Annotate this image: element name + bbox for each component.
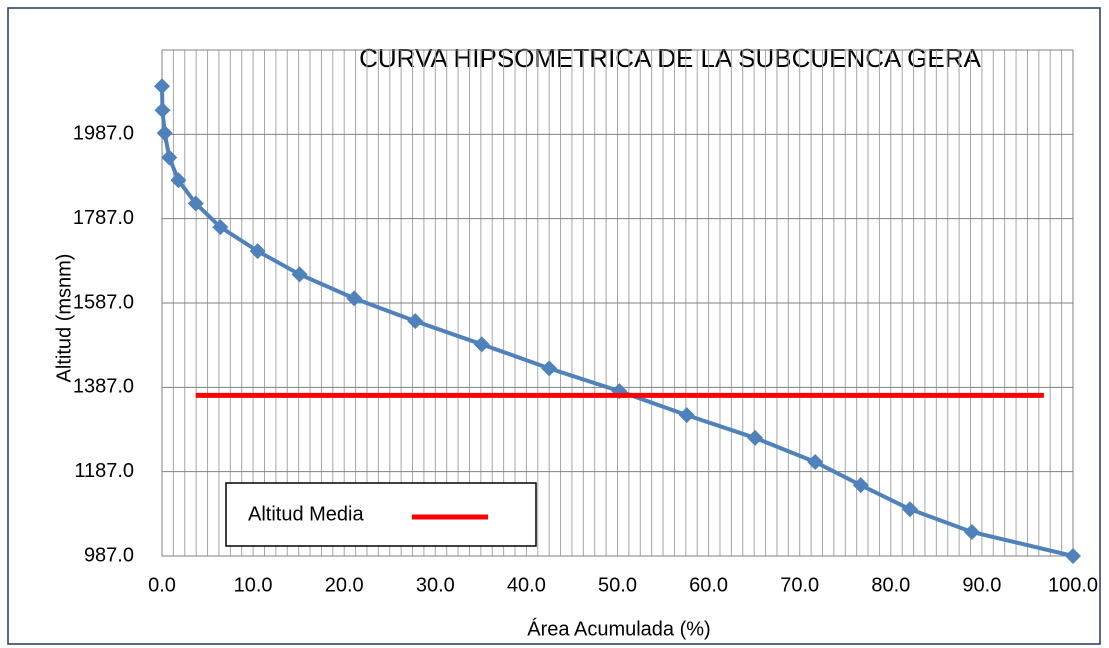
- point-marker: [249, 243, 266, 260]
- x-tick-label: 40.0: [507, 574, 546, 596]
- x-tick-label: 50.0: [598, 574, 637, 596]
- y-tick-label: 1187.0: [74, 460, 134, 482]
- point-marker: [346, 290, 363, 307]
- x-tick-label: 20.0: [325, 574, 364, 596]
- x-tick-label: 90.0: [962, 574, 1001, 596]
- x-tick-label: 10.0: [234, 574, 273, 596]
- x-tick-label: 30.0: [416, 574, 455, 596]
- y-tick-label: 1387.0: [73, 376, 134, 398]
- point-marker: [473, 336, 490, 353]
- point-marker: [154, 78, 170, 95]
- y-tick-label: 1787.0: [73, 207, 134, 229]
- point-marker: [901, 501, 918, 518]
- x-tick-label: 100.0: [1048, 574, 1098, 596]
- x-axis-label: Área Acumulada (%): [527, 617, 710, 640]
- point-marker: [291, 266, 308, 283]
- point-marker: [212, 219, 229, 236]
- point-marker: [807, 453, 824, 470]
- y-tick-label: 1987.0: [73, 123, 134, 145]
- point-marker: [963, 523, 980, 540]
- legend-label: Altitud Media: [248, 503, 364, 525]
- x-tick-label: 70.0: [780, 574, 819, 596]
- chart-title: CURVA HIPSOMETRICA DE LA SUBCUENCA GERA: [359, 43, 981, 73]
- point-marker: [678, 407, 695, 424]
- plot-area: [161, 49, 1074, 557]
- y-axis-label: Altitud (msnm): [53, 254, 75, 383]
- point-marker: [541, 360, 558, 377]
- point-marker: [156, 125, 173, 142]
- point-marker: [1065, 548, 1081, 564]
- point-marker: [407, 313, 424, 330]
- point-marker: [187, 195, 204, 212]
- point-marker: [747, 429, 764, 446]
- y-tick-label: 1587.0: [73, 291, 134, 313]
- legend: Altitud Media: [225, 482, 537, 547]
- point-marker: [161, 149, 178, 166]
- x-tick-label: 80.0: [871, 574, 910, 596]
- x-tick-label: 0.0: [148, 574, 176, 596]
- y-tick-label: 987.0: [84, 544, 134, 566]
- chart-frame: [7, 7, 1101, 645]
- point-marker: [852, 477, 869, 494]
- point-marker: [154, 102, 171, 119]
- x-tick-label: 60.0: [689, 574, 728, 596]
- point-marker: [170, 172, 187, 189]
